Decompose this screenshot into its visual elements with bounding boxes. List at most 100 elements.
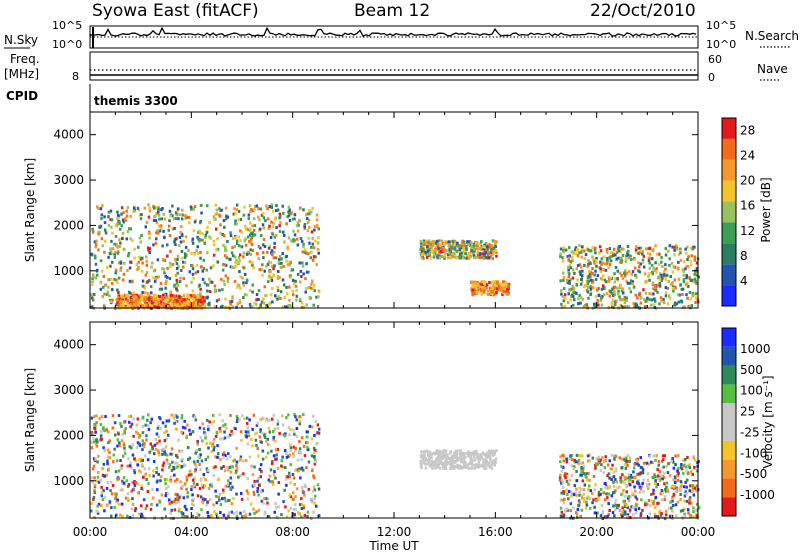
echo-cell — [171, 204, 174, 208]
echo-cell — [221, 233, 224, 236]
echo-cell — [687, 255, 690, 259]
echo-cell — [562, 287, 566, 290]
echo-cell — [694, 292, 698, 296]
echo-cell — [594, 259, 598, 262]
echo-cell — [268, 418, 271, 422]
echo-cell — [676, 469, 679, 473]
echo-cell — [180, 449, 184, 453]
echo-cell — [190, 485, 193, 488]
echo-cell — [685, 276, 688, 280]
echo-cell — [103, 448, 106, 452]
echo-cell — [422, 460, 426, 464]
echo-cell — [142, 498, 146, 502]
echo-cell — [243, 417, 246, 421]
echo-cell — [287, 205, 291, 209]
echo-cell — [473, 458, 476, 462]
echo-cell — [654, 495, 658, 499]
echo-cell — [113, 277, 116, 281]
y-tick-label: 2000 — [53, 428, 84, 442]
echo-cell — [239, 286, 242, 290]
echo-cell — [494, 245, 497, 248]
echo-cell — [652, 499, 656, 503]
echo-cell — [129, 414, 133, 418]
echo-cell — [192, 481, 196, 485]
echo-cell — [639, 295, 643, 299]
echo-cell — [256, 486, 260, 490]
echo-cell — [472, 247, 475, 251]
echo-cell — [239, 218, 243, 221]
echo-cell — [201, 277, 205, 281]
echo-cell — [217, 495, 220, 499]
echo-cell — [224, 206, 228, 210]
echo-cell — [199, 453, 202, 457]
echo-cell — [307, 218, 311, 222]
echo-cell — [304, 277, 307, 281]
echo-cell — [630, 258, 633, 261]
echo-cell — [481, 280, 485, 284]
echo-cell — [114, 222, 118, 226]
echo-cell — [198, 239, 201, 243]
echo-cell — [481, 252, 484, 256]
colorbar-tick-label: -100 — [740, 446, 767, 460]
nsearch-tick-top: 10^5 — [706, 19, 736, 32]
echo-cell — [180, 269, 183, 272]
echo-cell — [280, 459, 283, 463]
echo-cell — [222, 263, 225, 266]
echo-cell — [305, 217, 309, 221]
echo-cell — [622, 488, 625, 492]
echo-cell — [208, 301, 211, 305]
echo-cell — [200, 459, 204, 463]
echo-cell — [436, 244, 439, 248]
echo-cell — [141, 298, 144, 302]
echo-cell — [587, 279, 590, 283]
echo-cell — [170, 508, 173, 512]
echo-cell — [224, 217, 228, 221]
echo-cell — [158, 229, 162, 233]
echo-cell — [258, 435, 262, 439]
echo-cell — [300, 515, 303, 519]
echo-cell — [186, 495, 189, 499]
echo-cell — [573, 484, 576, 488]
echo-cell — [96, 511, 100, 515]
echo-cell — [233, 458, 236, 462]
echo-cell — [660, 279, 663, 282]
echo-cell — [679, 283, 682, 287]
echo-cell — [222, 488, 225, 492]
echo-cell — [204, 478, 207, 482]
echo-cell — [294, 449, 297, 453]
echo-cell — [562, 465, 565, 469]
echo-cell — [462, 250, 466, 253]
echo-cell — [132, 209, 135, 213]
echo-cell — [164, 282, 167, 286]
echo-cell — [205, 503, 208, 507]
echo-cell — [580, 255, 584, 259]
echo-cell — [226, 276, 230, 280]
echo-cell — [564, 476, 567, 480]
echo-cell — [152, 293, 156, 297]
echo-cell — [422, 252, 425, 256]
echo-cell — [578, 491, 581, 494]
echo-cell — [256, 447, 259, 450]
echo-cell — [668, 263, 671, 267]
echo-cell — [199, 256, 202, 260]
echo-cell — [438, 466, 442, 470]
echo-cell — [126, 492, 130, 496]
echo-cell — [235, 222, 238, 226]
echo-cell — [452, 251, 455, 255]
echo-cell — [303, 225, 306, 229]
echo-cell — [292, 452, 295, 456]
echo-cell — [126, 496, 130, 500]
echo-cell — [568, 281, 571, 285]
echo-cell — [619, 284, 623, 288]
echo-cell — [304, 250, 307, 254]
echo-cell — [316, 423, 320, 427]
echo-cell — [663, 498, 667, 502]
echo-cell — [577, 297, 580, 301]
echo-cell — [295, 298, 298, 302]
echo-cell — [106, 448, 110, 452]
echo-cell — [128, 420, 131, 424]
echo-cell — [575, 493, 578, 497]
echo-cell — [249, 232, 253, 236]
echo-cell — [196, 270, 200, 274]
echo-cell — [312, 485, 316, 489]
